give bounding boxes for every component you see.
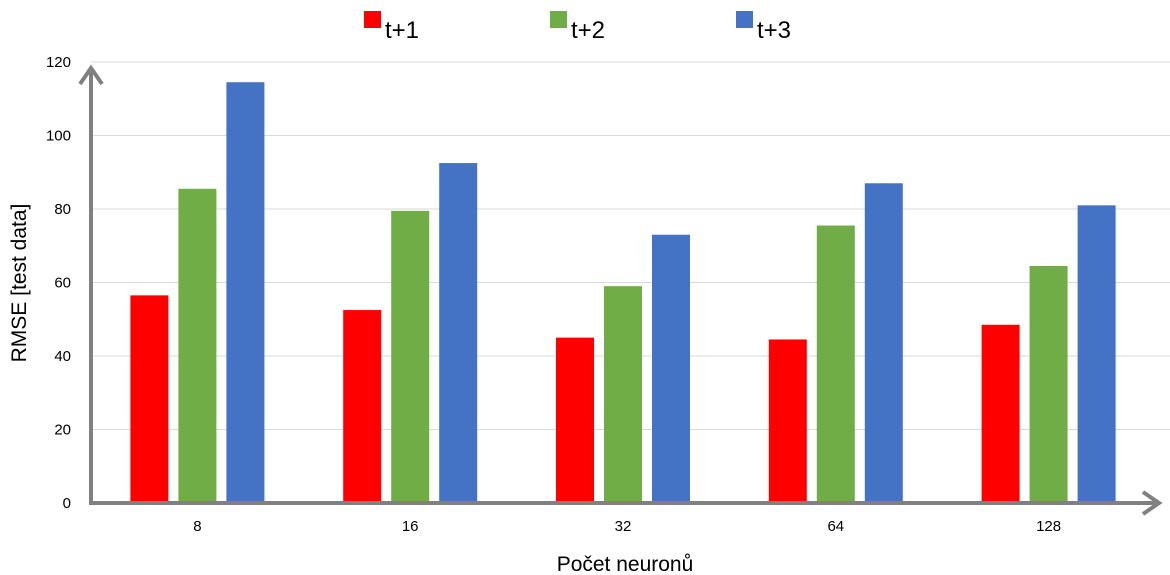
bar-t+3-32 xyxy=(652,234,690,503)
bar-t+2-8 xyxy=(178,188,217,503)
bars xyxy=(130,82,1116,504)
y-tick-label: 60 xyxy=(54,275,71,292)
bar-t+3-8 xyxy=(226,82,265,504)
axes xyxy=(78,64,1163,516)
y-tick-labels: 0 20 40 60 80 100 120 xyxy=(46,54,71,512)
x-tick-label: 8 xyxy=(193,518,201,535)
x-axis-title: Počet neuronů xyxy=(557,553,694,575)
legend-label-t+1: t+1 xyxy=(385,17,419,44)
y-tick-label: 20 xyxy=(54,422,71,439)
bar-t+1-32 xyxy=(556,337,594,503)
legend-swatch-t+1 xyxy=(364,11,381,28)
y-tick-label: 40 xyxy=(54,348,71,365)
y-tick-label: 80 xyxy=(54,201,71,218)
bar-t+1-16 xyxy=(343,310,382,503)
bar-t+3-64 xyxy=(864,183,903,503)
bar-t+3-128 xyxy=(1077,205,1116,503)
y-tick-label: 0 xyxy=(63,495,71,512)
y-tick-label: 120 xyxy=(46,54,71,71)
x-tick-label: 64 xyxy=(827,518,844,535)
bar-t+1-8 xyxy=(130,295,169,503)
bar-t+1-128 xyxy=(981,324,1020,503)
x-tick-label: 32 xyxy=(615,518,632,535)
bar-t+2-16 xyxy=(391,210,430,503)
x-tick-labels: 8 16 32 64 128 xyxy=(193,518,1061,535)
legend-swatch-t+3 xyxy=(736,11,753,28)
bar-t+2-128 xyxy=(1029,265,1068,503)
x-tick-label: 128 xyxy=(1036,518,1061,535)
legend-label-t+2: t+2 xyxy=(571,17,605,44)
bar-t+2-32 xyxy=(604,286,642,503)
x-tick-label: 16 xyxy=(402,518,419,535)
bar-t+1-64 xyxy=(768,339,807,503)
x-axis-arrow-icon xyxy=(1141,490,1163,516)
legend-label-t+3: t+3 xyxy=(757,17,791,44)
y-axis-title: RMSE [test data] xyxy=(8,204,31,363)
legend-swatch-t+2 xyxy=(550,11,567,28)
bar-t+3-16 xyxy=(439,163,478,503)
legend: t+1 t+2 t+3 xyxy=(364,11,791,44)
y-tick-label: 100 xyxy=(46,128,71,145)
bar-t+2-64 xyxy=(816,225,855,503)
y-axis-arrow-icon xyxy=(78,64,104,86)
